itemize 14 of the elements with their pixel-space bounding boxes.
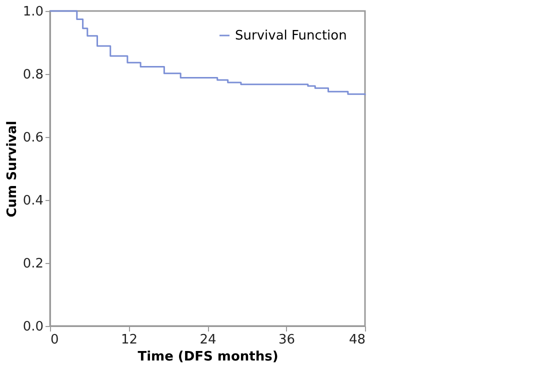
x-tick-label: 12	[120, 332, 138, 348]
y-axis-title: Cum Survival	[4, 120, 20, 218]
x-axis-title: Time (DFS months)	[138, 350, 278, 364]
legend-label: Survival Function	[235, 28, 347, 44]
x-tick-label: 36	[278, 332, 296, 348]
y-tick-label: 1.0	[22, 4, 44, 20]
x-tick-label: 24	[200, 332, 216, 348]
y-tick-label: 0.6	[22, 130, 44, 146]
y-tick-label: 0.8	[22, 68, 44, 82]
y-tick-label: 0.0	[22, 320, 44, 334]
x-tick-label: 0	[50, 332, 59, 348]
y-tick-label: 0.4	[22, 194, 44, 208]
x-tick-label: 48	[348, 332, 366, 348]
y-tick-label: 0.2	[22, 256, 44, 272]
